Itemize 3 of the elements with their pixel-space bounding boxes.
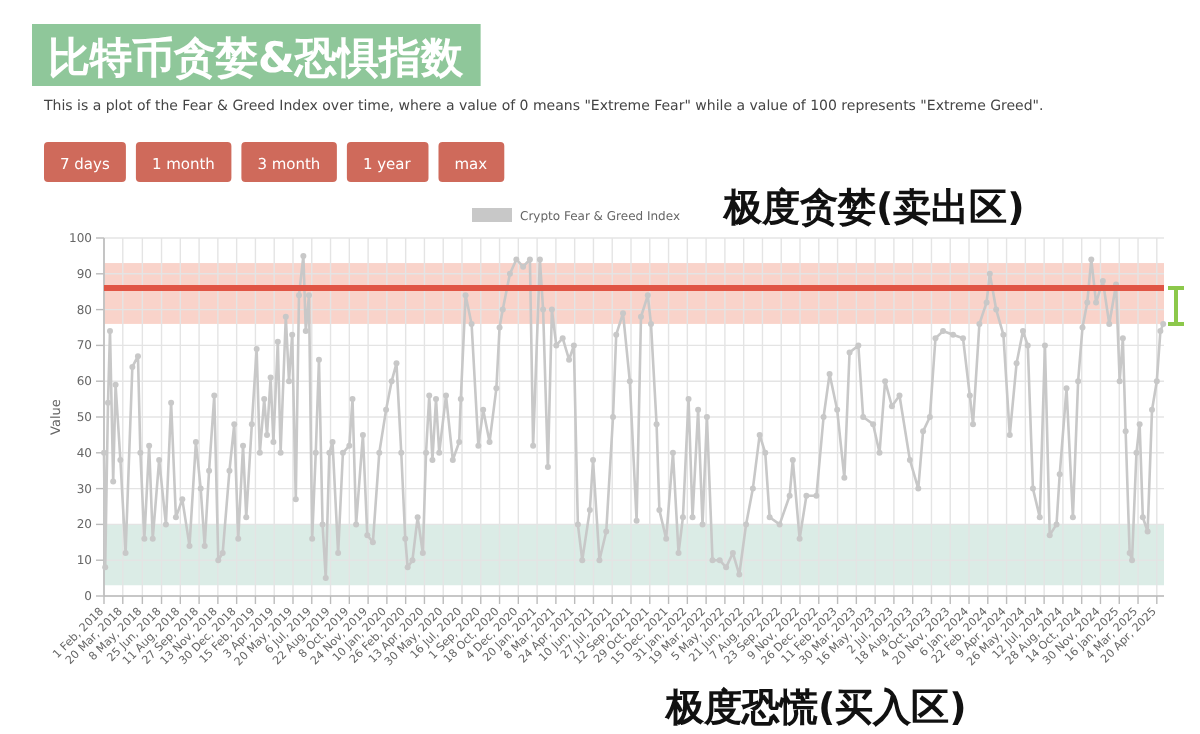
chart-title: 比特币贪婪&恐惧指数 (48, 34, 465, 82)
band-label: 极度恐慌(买入区) (664, 686, 967, 730)
band-label: 极度贪婪(卖出区) (722, 186, 1025, 230)
